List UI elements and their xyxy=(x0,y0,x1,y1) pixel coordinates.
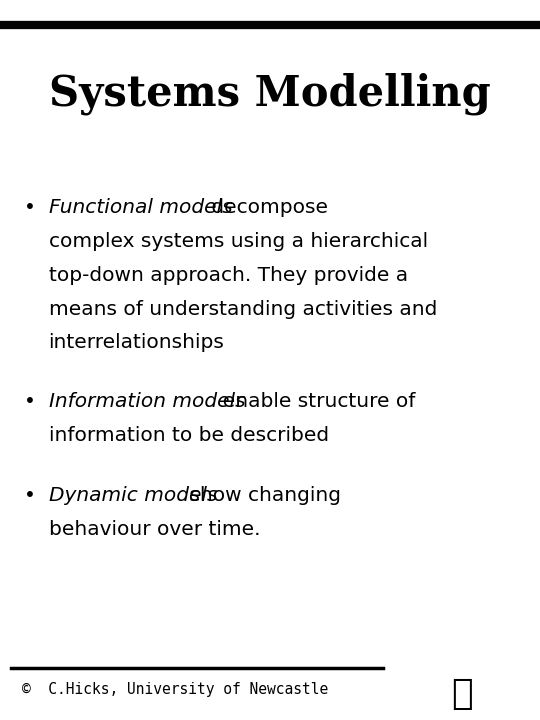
Text: information to be described: information to be described xyxy=(49,426,329,445)
Text: behaviour over time.: behaviour over time. xyxy=(49,520,260,539)
Text: Dynamic models: Dynamic models xyxy=(49,486,217,505)
Text: enable structure of: enable structure of xyxy=(210,392,415,411)
Text: Systems Modelling: Systems Modelling xyxy=(49,72,491,115)
Text: complex systems using a hierarchical: complex systems using a hierarchical xyxy=(49,232,428,251)
Text: •: • xyxy=(24,198,36,217)
Text: means of understanding activities and: means of understanding activities and xyxy=(49,300,437,318)
Text: •: • xyxy=(24,392,36,411)
Text: 🦁: 🦁 xyxy=(451,677,472,711)
Text: •: • xyxy=(24,486,36,505)
Text: ©  C.Hicks, University of Newcastle: © C.Hicks, University of Newcastle xyxy=(22,683,328,697)
Text: Functional models: Functional models xyxy=(49,198,232,217)
Text: interrelationships: interrelationships xyxy=(49,333,225,352)
Text: top-down approach. They provide a: top-down approach. They provide a xyxy=(49,266,408,284)
Text: Information models: Information models xyxy=(49,392,245,411)
Text: decompose: decompose xyxy=(205,198,328,217)
Text: show changing: show changing xyxy=(183,486,341,505)
